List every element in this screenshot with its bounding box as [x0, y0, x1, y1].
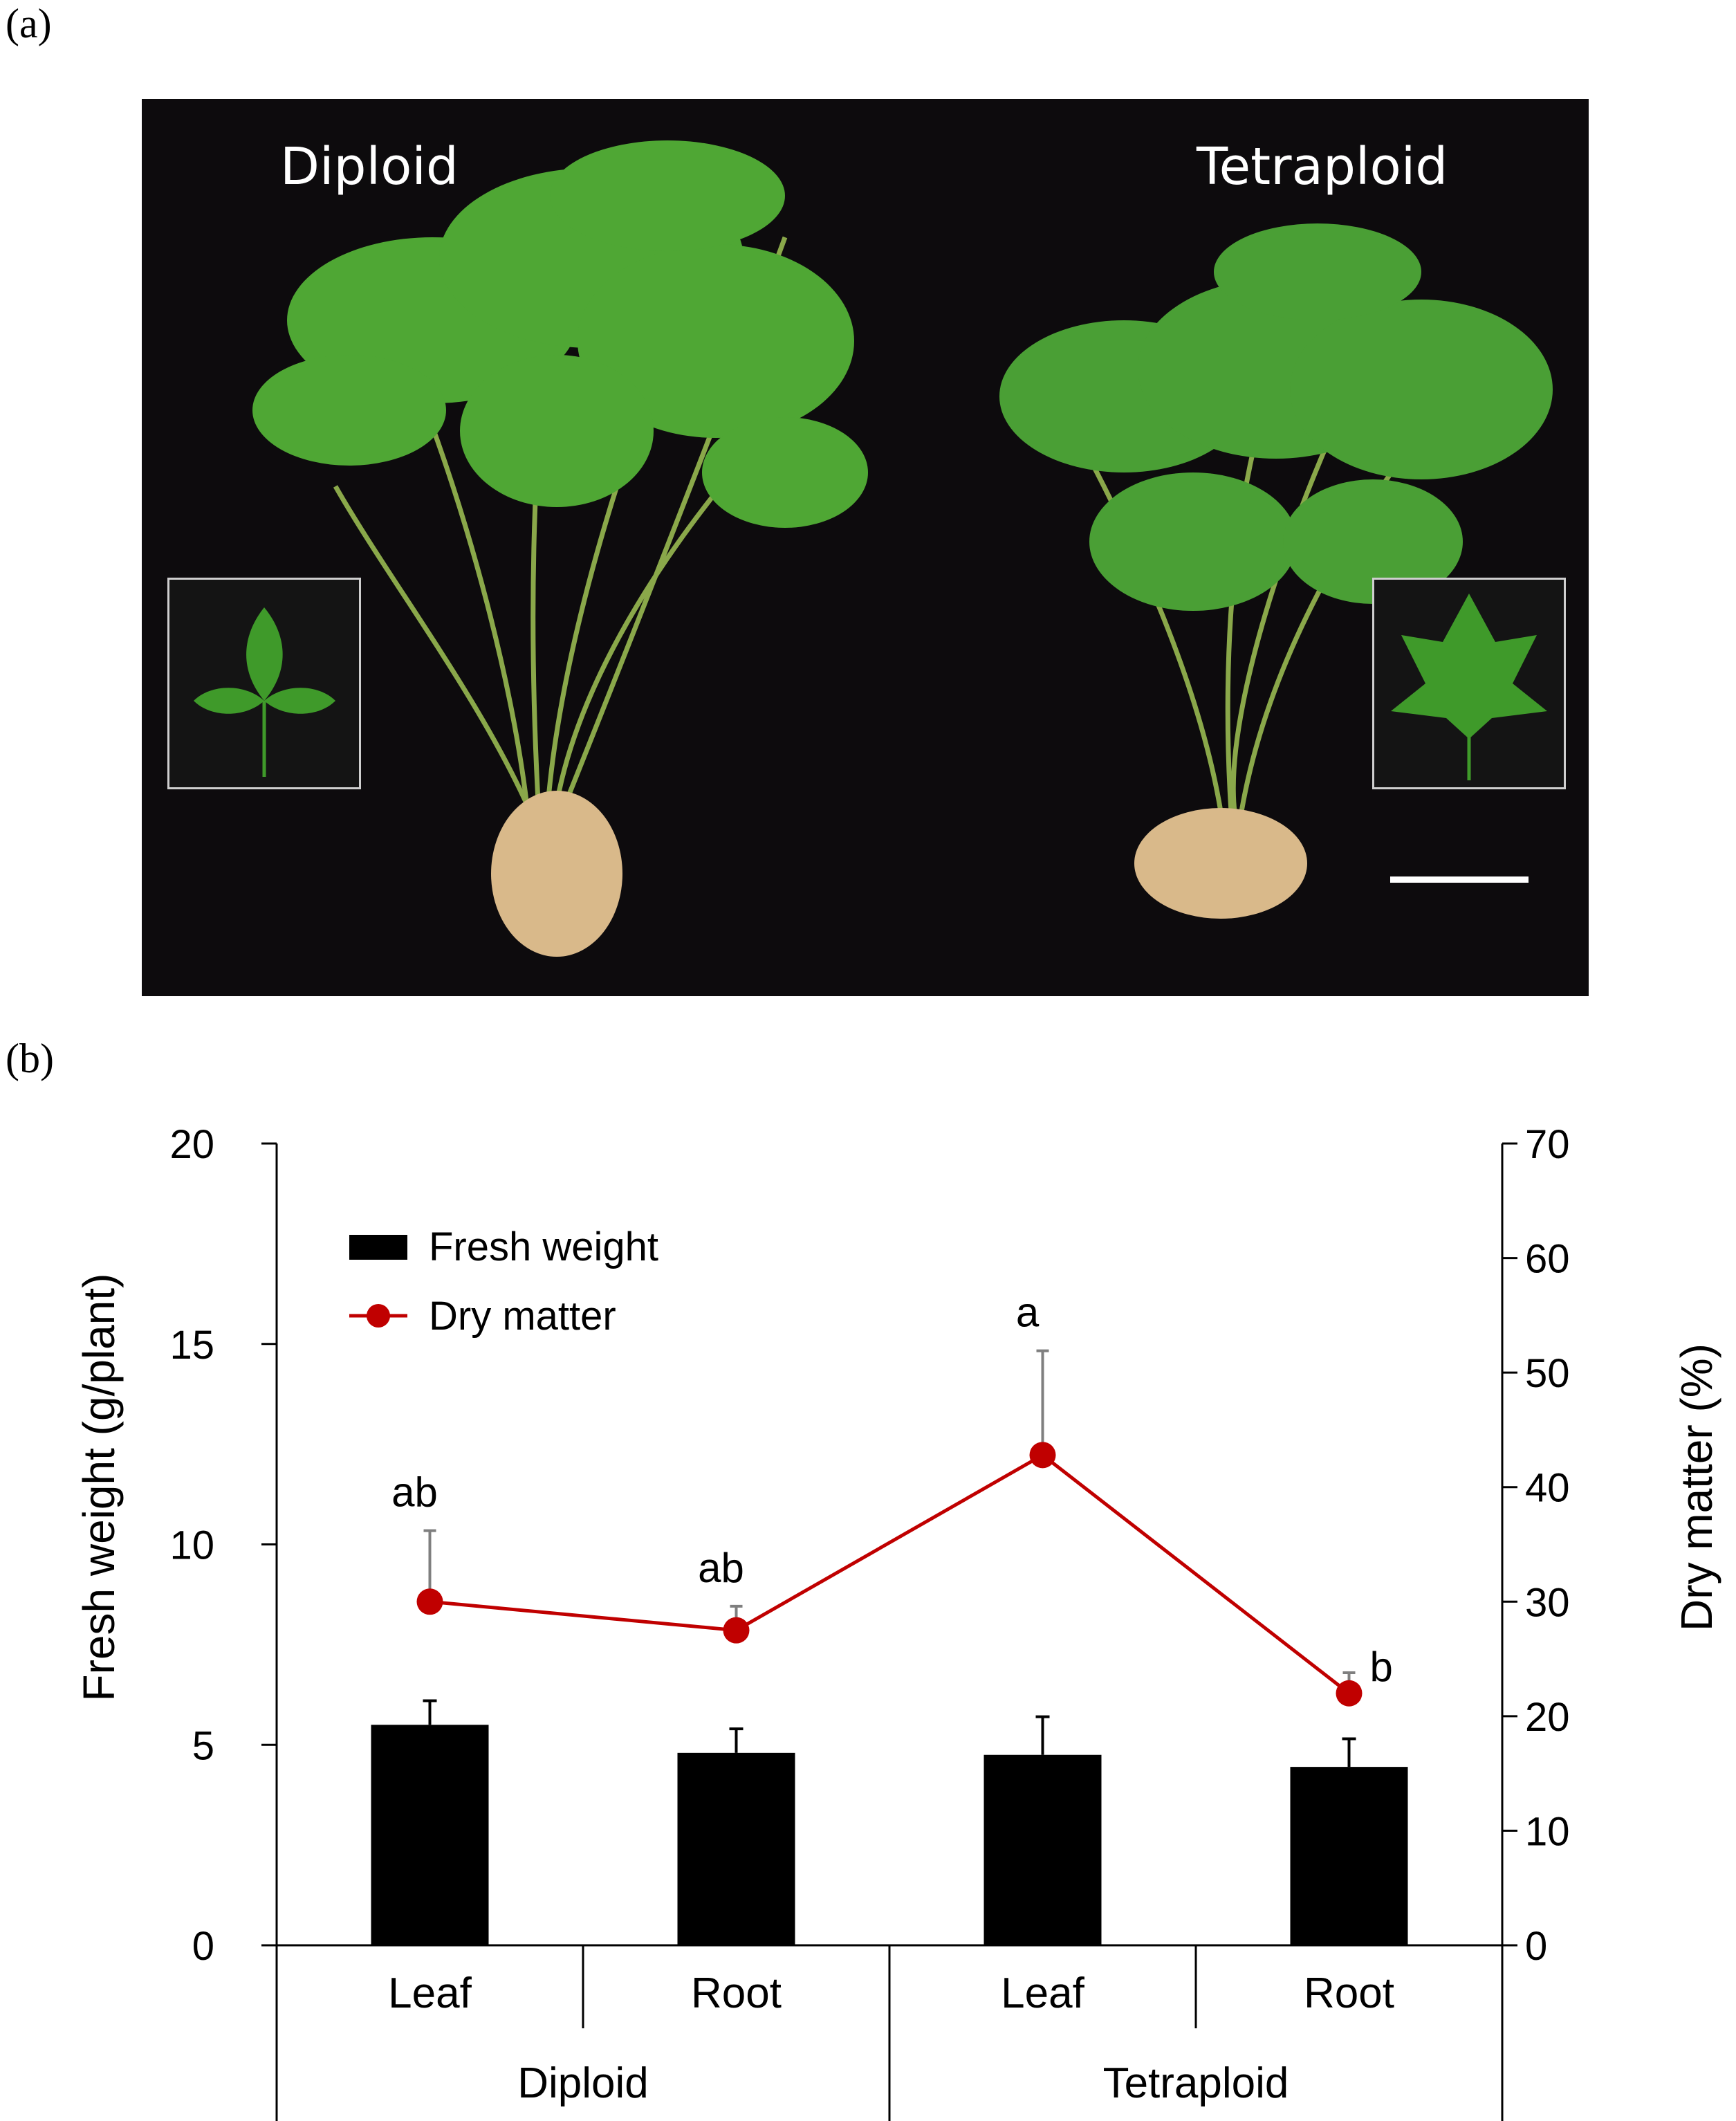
significance-label: ab [391, 1469, 438, 1516]
group-label: Tetraploid [1103, 2059, 1289, 2107]
dry-matter-point [1029, 1442, 1056, 1469]
y2-tick-label: 20 [1525, 1695, 1570, 1740]
dry-matter-line [430, 1453, 1351, 1695]
diploid-foliage [252, 140, 868, 528]
y2-axis-label: Dry matter (%) [1672, 1343, 1721, 1631]
y2-tick-label: 10 [1525, 1809, 1570, 1854]
group-label: Diploid [517, 2059, 649, 2107]
scale-bar [1390, 876, 1529, 883]
legend-line-marker [367, 1304, 390, 1328]
x-tick-label: Root [1304, 1970, 1394, 2017]
x-tick-label: Leaf [1001, 1970, 1084, 2017]
tetraploid-leaf-inset [1372, 578, 1566, 789]
tetraploid-label: Tetraploid [1197, 137, 1448, 196]
tetraploid-leaf-icon [1391, 594, 1547, 780]
bars-layer [371, 1725, 1408, 1945]
y2-tick-label: 40 [1525, 1466, 1570, 1511]
tetraploid-foliage [999, 223, 1553, 611]
y2-tick-label: 30 [1525, 1580, 1570, 1625]
y-tick-label: 15 [169, 1323, 214, 1368]
diploid-leaf-icon [194, 607, 335, 777]
x-tick-label: Leaf [388, 1970, 472, 2017]
diploid-roots [491, 791, 622, 957]
y2-tick-label: 60 [1525, 1237, 1570, 1282]
dry-matter-point [1336, 1680, 1363, 1707]
significance-label: b [1370, 1644, 1393, 1690]
tetraploid-roots [1134, 808, 1307, 919]
legend-bar-label: Fresh weight [429, 1224, 658, 1269]
legend-bar-swatch [349, 1235, 407, 1260]
legend-line-label: Dry matter [429, 1294, 616, 1339]
y-axis-label: Fresh weight (g/plant) [74, 1274, 124, 1702]
y2-tick-label: 50 [1525, 1351, 1570, 1396]
diploid-leaf-inset [167, 578, 361, 789]
fresh-weight-bar [1290, 1767, 1408, 1945]
y-tick-label: 5 [192, 1723, 214, 1768]
y-tick-label: 20 [169, 1122, 214, 1167]
fresh-weight-bar [371, 1725, 489, 1945]
y2-tick-label: 0 [1525, 1924, 1547, 1969]
plant-photo: Diploid Tetraploid [142, 99, 1589, 996]
dry-matter-point [416, 1588, 443, 1615]
dry-matter-point [723, 1617, 750, 1644]
plant-photo-illustration [252, 140, 1553, 957]
fresh-weight-bar [677, 1752, 795, 1945]
y-tick-label: 0 [192, 1924, 214, 1969]
legend: Fresh weight Dry matter [349, 1224, 658, 1339]
y2-tick-label: 70 [1525, 1122, 1570, 1167]
panel-b-letter: (b) [6, 1036, 54, 1081]
x-tick-label: Root [691, 1970, 782, 2017]
significance-label: a [1016, 1289, 1040, 1336]
y-tick-label: 10 [169, 1523, 214, 1568]
fresh-weight-bar [984, 1754, 1102, 1945]
significance-label: ab [698, 1545, 744, 1591]
diploid-stems [333, 236, 788, 827]
bar-error-layer [423, 1699, 1356, 1768]
diploid-label: Diploid [280, 137, 459, 196]
label-layer: Leaf Root Leaf Root Diploid Tetraploid [388, 1970, 1394, 2107]
panel-a-letter: (a) [6, 1, 52, 46]
